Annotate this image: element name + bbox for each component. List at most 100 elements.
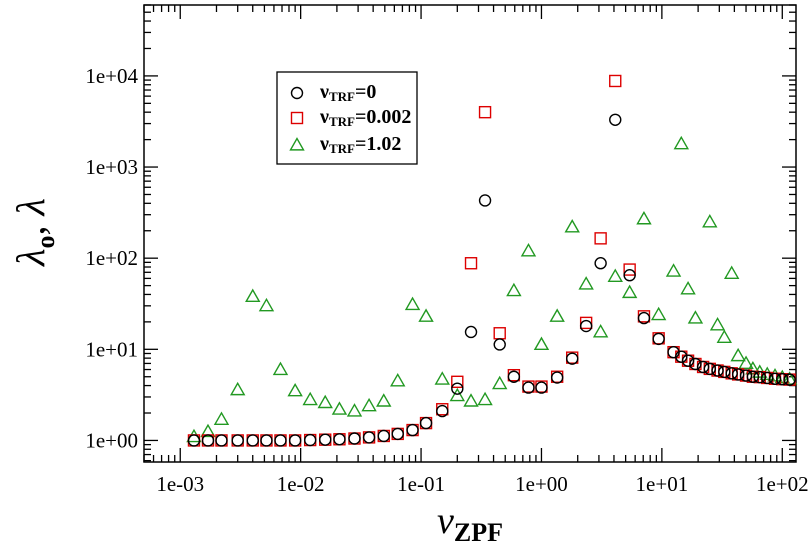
point-nu-trf-0 [696, 360, 710, 374]
point-nu-trf-1-02 [549, 308, 565, 322]
point-nu-trf-0 [637, 311, 651, 325]
point-nu-trf-1-02 [636, 210, 652, 225]
point-nu-trf-1-02 [506, 282, 522, 297]
point-nu-trf-0 [246, 434, 259, 447]
point-nu-trf-1-02 [229, 381, 246, 396]
x-axis-title-sub: ZPF [454, 518, 503, 541]
point-nu-trf-0-002 [451, 375, 464, 389]
point-nu-trf-0 [652, 332, 665, 346]
point-nu-trf-1-02 [434, 371, 450, 385]
y-tick-label: 1e+01 [85, 337, 138, 361]
point-nu-trf-0 [703, 362, 716, 376]
point-nu-trf-0-002 [464, 257, 478, 270]
legend-marker-2 [289, 137, 305, 151]
point-nu-trf-0 [623, 269, 636, 282]
legend-entry-2-main: ν [319, 133, 329, 155]
point-nu-trf-1-02 [213, 411, 230, 426]
point-nu-trf-0 [391, 427, 404, 441]
point-nu-trf-0 [419, 416, 433, 430]
data-marks [186, 74, 798, 447]
point-nu-trf-0 [215, 434, 228, 447]
y-tick-label: 1e+00 [85, 428, 138, 452]
point-nu-trf-0 [718, 365, 731, 379]
point-nu-trf-1-02 [716, 329, 733, 344]
point-nu-trf-0-002 [478, 105, 492, 119]
point-nu-trf-1-02 [463, 393, 479, 407]
point-nu-trf-0-002 [493, 327, 506, 340]
y-tick-label: 1e+04 [85, 64, 138, 88]
point-nu-trf-1-02 [346, 403, 363, 417]
point-nu-trf-0 [689, 357, 702, 371]
point-nu-trf-0 [507, 370, 521, 383]
point-nu-trf-0 [675, 350, 688, 363]
point-nu-trf-0 [377, 429, 390, 443]
legend-entry-0: νTRF=0 [319, 81, 376, 104]
y-axis-title: λo, λ [8, 198, 60, 267]
x-tick-label: 1e-03 [156, 472, 204, 496]
point-nu-trf-0 [566, 352, 579, 365]
point-nu-trf-1-02 [781, 371, 798, 385]
point-nu-trf-1-02 [331, 401, 348, 415]
point-nu-trf-1-02 [520, 243, 537, 257]
point-nu-trf-0 [288, 434, 302, 447]
y-tick-label: 1e+02 [85, 246, 138, 270]
point-nu-trf-1-02 [376, 393, 392, 407]
point-nu-trf-0 [746, 370, 760, 383]
point-nu-trf-0 [594, 257, 607, 270]
point-nu-trf-0 [406, 423, 419, 437]
point-nu-trf-1-02 [673, 135, 690, 150]
legend-entry-0-rest: =0 [355, 81, 376, 103]
point-nu-trf-1-02 [302, 391, 318, 406]
point-nu-trf-1-02 [477, 391, 493, 406]
point-nu-trf-0 [333, 433, 346, 446]
point-nu-trf-0-002 [579, 316, 593, 330]
x-tick-label: 1e+01 [636, 472, 689, 496]
x-axis-title-main: ν [437, 500, 454, 541]
y-tick-label: 1e+03 [85, 155, 138, 179]
point-nu-trf-0 [711, 364, 724, 377]
point-nu-trf-1-02 [492, 375, 508, 390]
x-tick-label: 1e-01 [397, 472, 445, 496]
point-nu-trf-0 [579, 319, 593, 333]
point-nu-trf-1-02 [287, 382, 303, 397]
legend-entry-2-rest: =1.02 [355, 133, 401, 155]
point-nu-trf-0-002 [609, 74, 622, 88]
point-nu-trf-1-02 [404, 296, 421, 311]
axis-ticks: 1e-03 1e-02 1e-01 1e+00 1e+01 1e+02 1e+00 1e+01… [85, 4, 809, 496]
point-nu-trf-0 [776, 372, 789, 386]
point-nu-trf-1-02 [245, 288, 261, 303]
point-nu-trf-1-02 [272, 361, 289, 376]
point-nu-trf-0 [436, 404, 449, 418]
point-nu-trf-0 [535, 381, 548, 394]
point-nu-trf-1-02 [533, 336, 550, 351]
point-nu-trf-0 [753, 370, 766, 384]
point-nu-trf-1-02 [200, 423, 216, 438]
point-nu-trf-1-02 [709, 317, 726, 331]
y-axis-title-lambda: λ [8, 198, 53, 216]
point-nu-trf-1-02 [317, 394, 333, 409]
point-nu-trf-1-02 [730, 347, 746, 362]
point-nu-trf-1-02 [650, 306, 667, 321]
legend: νTRF=0 νTRF=0.002 νTRF=1.02 [276, 71, 418, 165]
point-nu-trf-0 [362, 431, 376, 444]
point-nu-trf-1-02 [592, 324, 609, 338]
legend-marker-1 [290, 111, 304, 125]
point-nu-trf-0 [522, 381, 535, 394]
legend-entry-2-sub: TRF [329, 141, 355, 156]
x-tick-label: 1e-02 [277, 472, 325, 496]
point-nu-trf-0 [550, 371, 564, 384]
x-tick-label: 1e+00 [515, 472, 568, 496]
point-nu-trf-0 [303, 433, 317, 447]
point-nu-trf-1-02 [578, 276, 594, 290]
point-nu-trf-0 [464, 325, 478, 339]
point-nu-trf-1-02 [607, 268, 623, 283]
point-nu-trf-0-002 [594, 232, 607, 245]
y-axis-title-sub: o [31, 236, 60, 249]
point-nu-trf-0 [768, 372, 782, 385]
point-nu-trf-1-02 [738, 355, 754, 370]
point-nu-trf-0 [783, 373, 796, 386]
point-nu-trf-1-02 [418, 308, 434, 322]
point-nu-trf-1-02 [390, 373, 406, 387]
point-nu-trf-0 [187, 434, 201, 447]
point-nu-trf-1-02 [702, 214, 718, 228]
